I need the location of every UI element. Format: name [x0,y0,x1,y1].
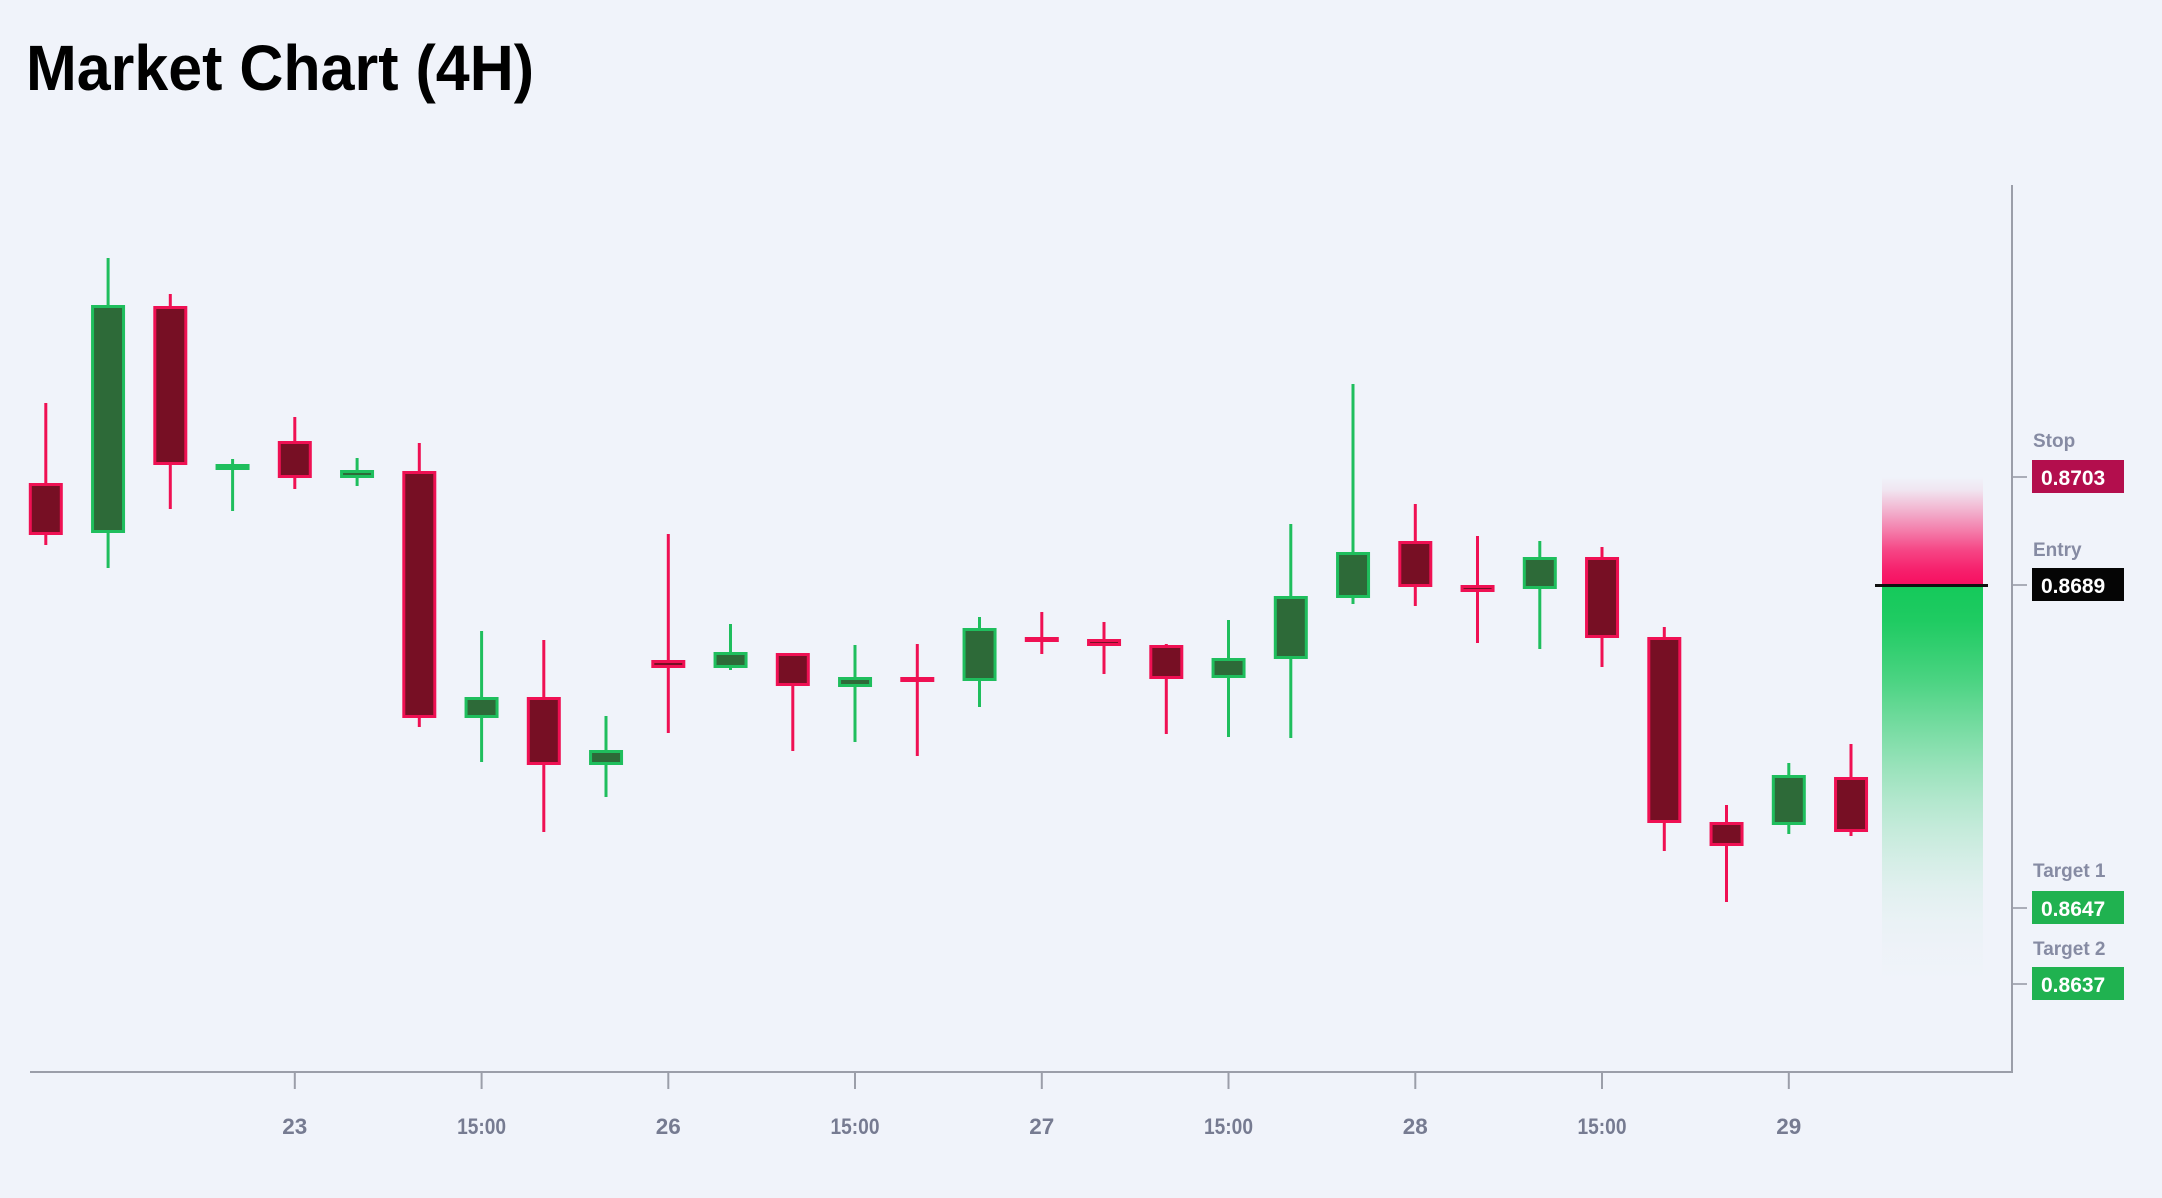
svg-text:15:00: 15:00 [1204,1114,1253,1139]
svg-text:Entry: Entry [2033,540,2082,561]
svg-text:15:00: 15:00 [1578,1114,1627,1139]
svg-text:27: 27 [1029,1114,1054,1139]
svg-text:0.8689: 0.8689 [2041,575,2105,598]
svg-text:15:00: 15:00 [831,1114,880,1139]
svg-text:23: 23 [282,1114,307,1139]
svg-text:Market Chart (4H): Market Chart (4H) [26,32,534,104]
svg-text:Stop: Stop [2033,431,2075,452]
svg-text:Target 1: Target 1 [2033,861,2106,882]
svg-text:29: 29 [1776,1114,1801,1139]
svg-text:0.8637: 0.8637 [2041,974,2105,997]
svg-text:0.8703: 0.8703 [2041,467,2105,490]
svg-text:15:00: 15:00 [457,1114,506,1139]
svg-text:28: 28 [1403,1114,1428,1139]
svg-text:26: 26 [656,1114,681,1139]
svg-text:0.8647: 0.8647 [2041,898,2105,921]
svg-text:Target 2: Target 2 [2033,939,2106,960]
